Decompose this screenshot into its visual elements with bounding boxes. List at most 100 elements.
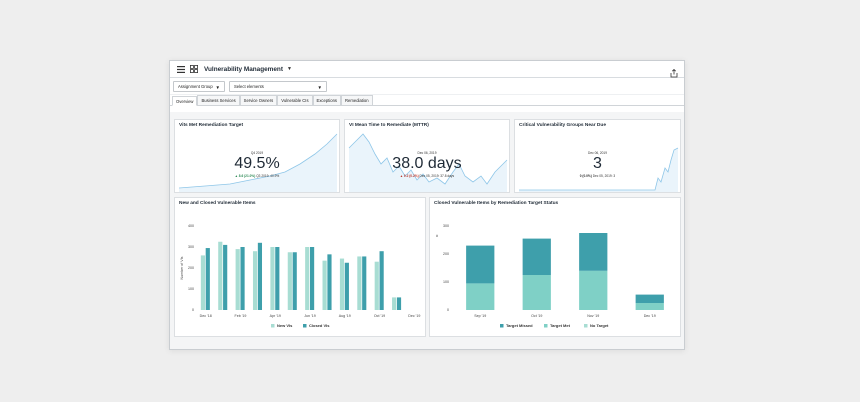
dashboard-switcher-chevron-icon[interactable]: ▼ [286,66,292,72]
bar-target-met [522,275,551,310]
title-bar: Vulnerability Management ▼ [170,61,684,78]
bar-new-vis [322,260,327,310]
dashboard-canvas: Vits Met Remediation Target Q4 2019 49.5… [170,112,684,349]
y-tick-label: 0 [447,308,449,312]
hamburger-menu-icon[interactable] [176,65,185,73]
bar-closed-vis [379,251,384,310]
y-tick-label: 0 [192,308,194,312]
bar-closed-vis [396,297,402,310]
y-tick-label: 200 [443,252,449,256]
x-tick-label: Dec '19 [644,314,656,318]
kpi-date: Q4 2019 [250,151,264,155]
kpi-card-mttr[interactable]: VI Mean Time to Remediate (MTTR) Dec 06,… [344,119,510,193]
y-tick-label: 100 [443,280,449,284]
kpi-change: 0 (0.0%) [579,174,592,178]
legend-label: Target Met [550,323,571,328]
x-tick-label: Oct '19 [374,314,385,318]
bar-closed-vis [292,252,297,310]
y-tick-label: 100 [188,287,194,291]
bar-closed-vis [240,247,245,310]
grid-view-icon[interactable] [189,65,198,73]
tab-business-services[interactable]: Business Services [197,95,240,105]
chart-card-new-closed[interactable]: New and Closed Vulnerable Items 0 100 200 3… [174,197,426,337]
bar-target-met [635,303,664,310]
y-tick-label: 300 [443,224,449,228]
chevron-down-icon: ▼ [317,84,322,90]
kpi-change-row: 0 (0.0%) Dec 05, 2019: 3 [515,174,680,178]
bar-closed-vis [344,262,349,310]
kpi-change: ▲ 8.6 (21.0%) [234,174,256,178]
select-elements-dropdown[interactable]: Select elements ▼ [229,80,327,92]
assignment-group-select[interactable]: Assignment Group ▼ [173,80,225,92]
kpi-title: VI Mean Time to Remediate (MTTR) [349,123,429,128]
y-axis-title: Number of VIs [180,256,184,279]
kpi-date: Dec 06, 2019 [588,151,607,155]
y-tick-label: 400 [188,224,194,228]
x-tick-label: Aug '19 [339,314,351,318]
kpi-change-row: ▲ 8.6 (21.0%) Q3 2019: 40.9% [175,174,339,178]
x-tick-label: Feb '19 [235,314,247,318]
bar-target-missed [466,245,495,284]
bar-new-vis [235,249,240,310]
bar-new-vis [287,252,292,310]
kpi-title: Critical Vulnerability Groups Near Due [519,123,606,128]
kpi-sparkline-remediation-target [178,133,338,192]
bar-new-vis [339,258,345,310]
bar-closed-vis [275,247,280,310]
x-tick-label: Dec '19 [408,314,420,318]
kpi-value: 49.5% [234,155,280,172]
kpi-change-row: ▲ 0.2 (0.2%) Dec 05, 2019: 37.8 days [345,174,509,178]
filter-bar: Assignment Group ▼ Select elements ▼ [170,78,684,95]
bar-new-vis [252,251,258,310]
kpi-compare: Dec 05, 2019: 37.8 days [419,174,455,178]
kpi-value: 38.0 days [392,155,462,172]
tab-remediation[interactable]: Remediation [341,95,373,105]
bar-closed-vis [223,244,228,310]
tab-exceptions[interactable]: Exceptions [312,95,342,105]
chart-title: Closed Vulnerable Items by Remediation T… [434,201,559,206]
dashboard-title[interactable]: Vulnerability Management [204,65,283,73]
tab-service-owners[interactable]: Service Owners [239,95,278,105]
share-icon[interactable] [670,65,678,78]
legend-swatch [271,324,275,328]
y-tick-label: 300 [188,245,194,249]
bar-new-vis [200,255,205,310]
x-tick-label: Oct '19 [531,314,542,318]
tab-overview[interactable]: Overview [172,96,198,106]
kpi-card-remediation-target[interactable]: Vits Met Remediation Target Q4 2019 49.5… [174,119,340,193]
kpi-title: Vits Met Remediation Target [179,123,244,128]
kpi-sparkline-critical-groups [519,147,679,192]
chart-card-remediation-status[interactable]: Closed Vulnerable Items by Remediation T… [429,197,681,337]
bar-new-vis [357,256,362,310]
bar-closed-vis [310,247,315,310]
x-tick-label: Dec '18 [200,314,212,318]
dashboard-tabs: Overview Business Services Service Owner… [170,95,684,106]
bar-target-met [579,270,608,310]
bar-new-vis [305,247,310,310]
bar-closed-vis [257,242,263,310]
kpi-compare: Dec 05, 2019: 3 [592,174,616,178]
y-axis-title: # [436,234,438,238]
bar-target-missed [635,294,664,303]
tab-vulnerable-cis[interactable]: Vulnerable CIs [277,95,313,105]
legend-label: Target Missed [506,323,533,328]
bar-closed-vis [205,248,210,310]
chevron-down-icon: ▼ [215,84,220,90]
x-tick-label: Sep '19 [474,314,486,318]
chart-title: New and Closed Vulnerable Items [179,201,256,206]
legend-swatch [303,324,307,328]
kpi-change: ▲ 0.2 (0.2%) [399,174,419,178]
bar-target-missed [522,238,551,275]
legend-label: Closed VIs [309,323,330,328]
legend-label: No Target [590,323,609,328]
kpi-card-critical-groups[interactable]: Critical Vulnerability Groups Near Due D… [514,119,681,193]
x-tick-label: Apr '19 [270,314,281,318]
bar-target-met [466,283,495,310]
kpi-date: Dec 06, 2019 [417,151,437,155]
bar-closed-vis [362,256,367,310]
legend-label: New VIs [277,323,293,328]
new-closed-bar-chart: 0 100 200 300 400 Number of VIs Dec '18 Feb '19… [180,224,420,328]
y-tick-label: 200 [188,266,194,270]
dashboard-window: Vulnerability Management ▼ Assignment Gr… [169,60,685,350]
x-tick-label: Jun '19 [304,314,315,318]
